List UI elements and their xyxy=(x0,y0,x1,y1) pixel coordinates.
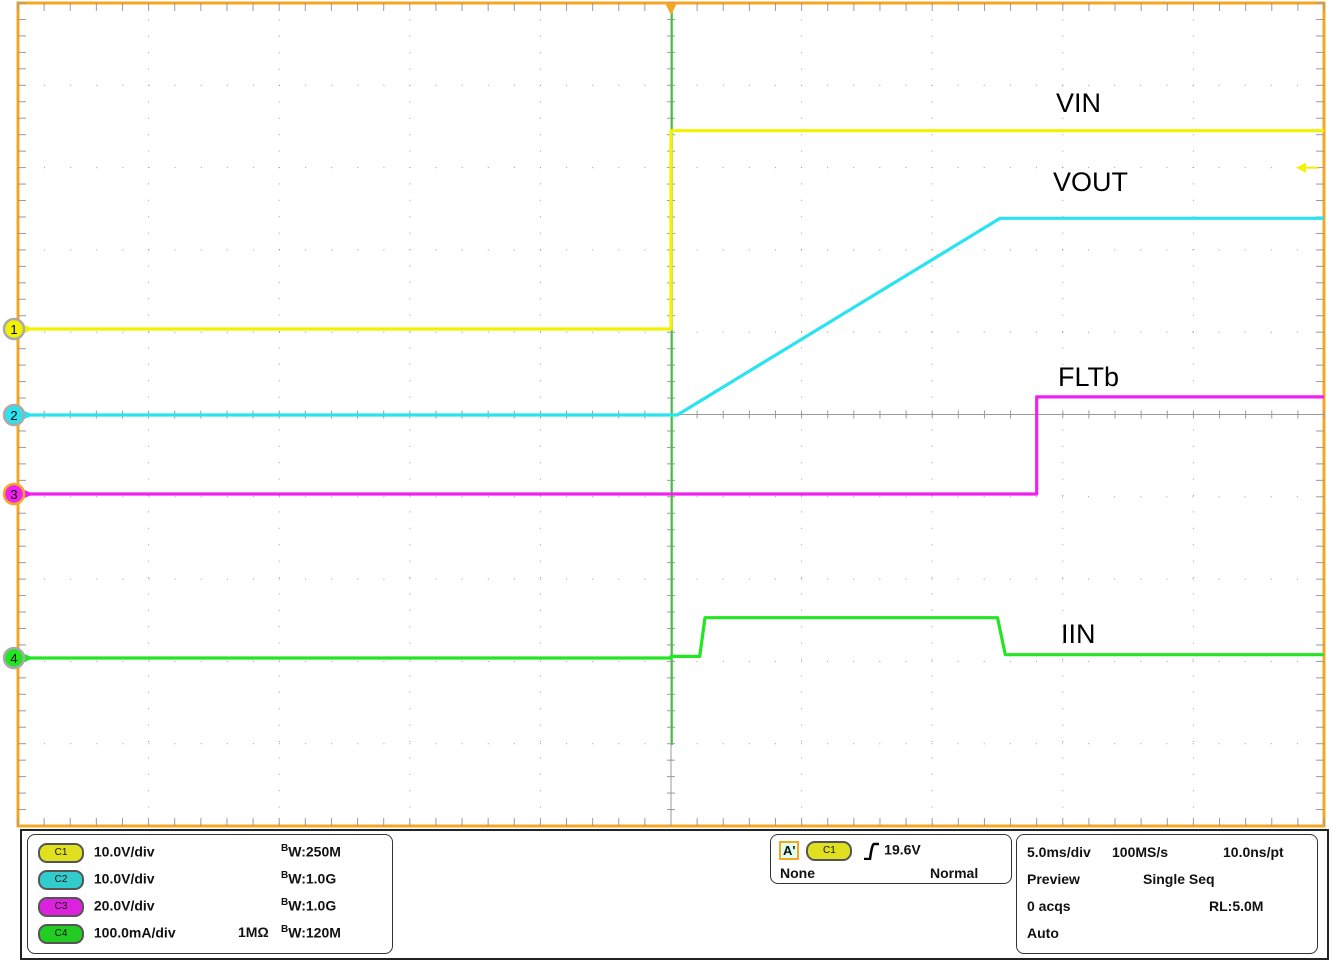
trace-label-iin: IIN xyxy=(1061,619,1096,649)
sample-rate: 100MS/s xyxy=(1112,844,1169,860)
trigger-level-icon xyxy=(1296,162,1306,173)
trace-label-vout: VOUT xyxy=(1053,167,1128,197)
ground-arrow-icon xyxy=(22,653,34,663)
channel-pill[interactable]: C2 xyxy=(38,870,84,890)
trigger-level: 19.6V xyxy=(884,841,921,858)
ground-arrow-icon xyxy=(22,489,34,499)
channel-bandwidth: BW:250M xyxy=(281,843,341,860)
trace-label-fltb: FLTb xyxy=(1058,362,1119,392)
channel-row[interactable]: C1 10.0V/div BW:250M xyxy=(38,843,383,863)
acq-count: 0 acqs xyxy=(1027,898,1071,914)
channel-bandwidth: BW:1.0G xyxy=(281,870,337,887)
trace-vin xyxy=(18,129,1324,331)
ground-arrow-icon xyxy=(22,410,34,420)
channel-bandwidth: BW:120M xyxy=(281,924,341,941)
trace-labels: VIN VOUT FLTb IIN xyxy=(1053,88,1128,649)
channel-row[interactable]: C4 100.0mA/div 1MΩ BW:120M xyxy=(38,924,383,944)
trace-label-vin: VIN xyxy=(1056,88,1101,118)
channel-marker-label: 2 xyxy=(10,408,17,423)
channel-bandwidth: BW:1.0G xyxy=(281,897,337,914)
channel-pill[interactable]: C1 xyxy=(38,843,84,863)
channel-pill[interactable]: C4 xyxy=(38,924,84,944)
trigger-badge: A' xyxy=(779,840,800,860)
channel-pill[interactable]: C3 xyxy=(38,897,84,917)
channel-scale: 100.0mA/div xyxy=(93,924,176,941)
traces xyxy=(18,11,1324,745)
trace-vout xyxy=(18,216,1324,417)
timebase: 5.0ms/div xyxy=(1027,844,1091,860)
acq-state: Preview xyxy=(1027,871,1080,887)
acquisition-panel[interactable]: 5.0ms/div 100MS/s 10.0ns/pt Preview Sing… xyxy=(1016,834,1318,954)
channel-marker-2 xyxy=(2,403,26,427)
rising-edge-icon xyxy=(864,842,880,861)
channel-row[interactable]: C3 20.0V/div BW:1.0G xyxy=(38,897,383,917)
channel-marker-3 xyxy=(2,482,26,506)
ground-arrow-icon xyxy=(22,324,34,334)
trigger-position-icon xyxy=(665,3,677,15)
channel-marker-label: 3 xyxy=(10,487,17,502)
channel-marker-label: 1 xyxy=(10,322,17,337)
channel-scale: 10.0V/div xyxy=(93,870,155,887)
channel-row[interactable]: C2 10.0V/div BW:1.0G xyxy=(38,870,383,890)
sequence-mode: Single Seq xyxy=(1143,871,1215,887)
waveform-display: VIN VOUT FLTb IIN 1 2 3 4 xyxy=(2,1,1326,828)
channel-marker-1 xyxy=(2,317,26,341)
trace-iin xyxy=(18,616,1324,660)
trigger-coupling: None xyxy=(780,865,815,881)
trigger-auto-mode: Auto xyxy=(1027,925,1059,941)
trigger-source-pill: C1 xyxy=(806,841,853,861)
trigger-mode: Normal xyxy=(930,865,979,881)
channel-impedance: 1MΩ xyxy=(238,924,269,940)
channel-marker-label: 4 xyxy=(10,651,17,666)
resolution: 10.0ns/pt xyxy=(1223,844,1284,860)
trace-fltb xyxy=(18,395,1324,496)
channel-markers: 1 2 3 4 xyxy=(2,3,1318,670)
channel-scale: 20.0V/div xyxy=(93,897,155,914)
record-length: RL:5.0M xyxy=(1209,898,1264,914)
channel-scale: 10.0V/div xyxy=(93,843,155,860)
channel-marker-4 xyxy=(2,646,26,670)
channel-settings-panel: C1 10.0V/div BW:250M C2 10.0V/div BW:1.0… xyxy=(27,834,393,954)
trigger-panel[interactable]: A' C1 19.6V None Normal xyxy=(770,834,1012,884)
